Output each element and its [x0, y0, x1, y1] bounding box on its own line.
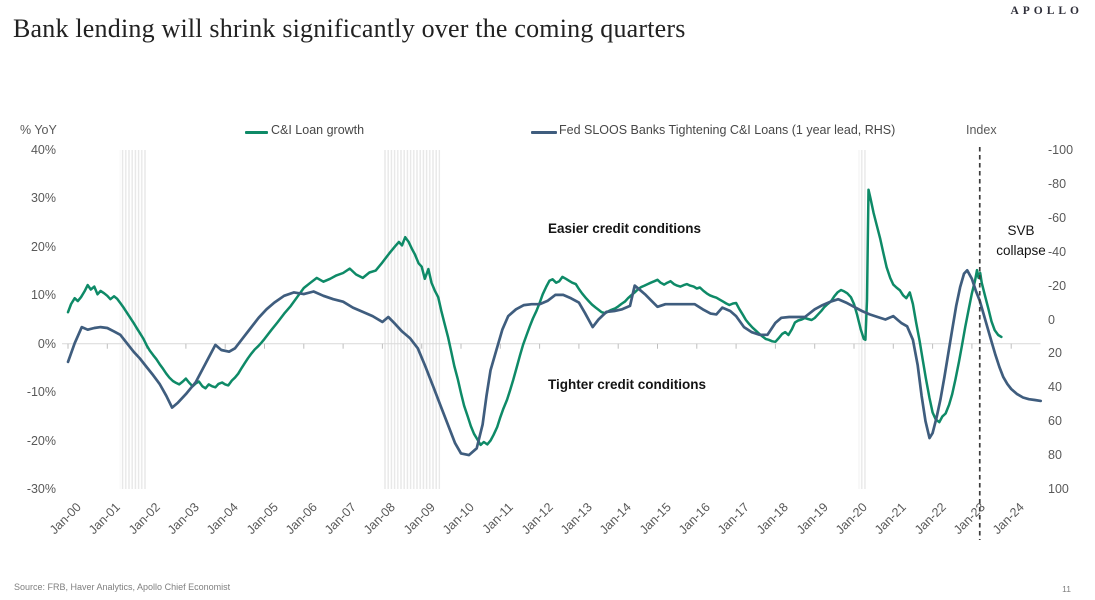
legend-label-ci-loan-growth: C&I Loan growth [271, 123, 365, 137]
right-axis-tick-label: -100 [1048, 143, 1074, 157]
source-note: Source: FRB, Haver Analytics, Apollo Chi… [14, 582, 231, 592]
apollo-logo: APOLLO [1010, 5, 1083, 17]
recession-band [119, 150, 147, 489]
annotation-svb-collapse: SVB collapse [996, 223, 1046, 258]
recession-band [383, 150, 441, 489]
right-axis-tick-label: -20 [1048, 278, 1067, 293]
left-axis-tick-label: 30% [30, 191, 56, 206]
annotation-tighter-credit-conditions: Tighter credit conditions [548, 377, 707, 392]
page-number: 11 [1062, 584, 1071, 594]
left-axis-tick-label: -30% [26, 482, 56, 496]
ci-loan-growth-line [66, 188, 1003, 447]
annotation-easier-credit-conditions: Easier credit conditions [548, 221, 702, 236]
left-axis-tick-label: 40% [30, 143, 56, 157]
legend-swatch-fed-sloos [531, 131, 557, 134]
right-axis-tick-label: 20 [1048, 346, 1062, 361]
right-axis-tick-label: 80 [1048, 448, 1062, 463]
legend-swatch-ci-loan-growth [245, 131, 268, 134]
left-axis-tick-label: -10% [26, 385, 56, 400]
right-axis-tick-label: -60 [1048, 210, 1067, 225]
right-axis-tick-label: 100 [1048, 482, 1069, 496]
left-axis-tick-label: 0% [37, 336, 56, 351]
page-title: Bank lending will shrink significantly o… [13, 14, 686, 43]
legend-label-fed-sloos: Fed SLOOS Banks Tightening C&I Loans (1 … [559, 123, 896, 137]
left-axis-tick-label: 20% [30, 239, 56, 254]
left-axis-tick-label: 10% [30, 288, 56, 303]
right-axis-tick-label: 40 [1048, 380, 1062, 395]
right-axis-tick-label: 60 [1048, 414, 1062, 429]
right-axis-tick-label: -80 [1048, 176, 1067, 191]
right-axis-unit-label: Index [966, 123, 997, 137]
recession-band [858, 150, 866, 489]
left-axis-unit-label: % YoY [20, 123, 57, 137]
left-axis-tick-label: -20% [26, 433, 56, 448]
right-axis-tick-label: -40 [1048, 244, 1067, 259]
fed-sloos-line [66, 268, 1043, 457]
right-axis-tick-label: 0 [1048, 312, 1055, 327]
